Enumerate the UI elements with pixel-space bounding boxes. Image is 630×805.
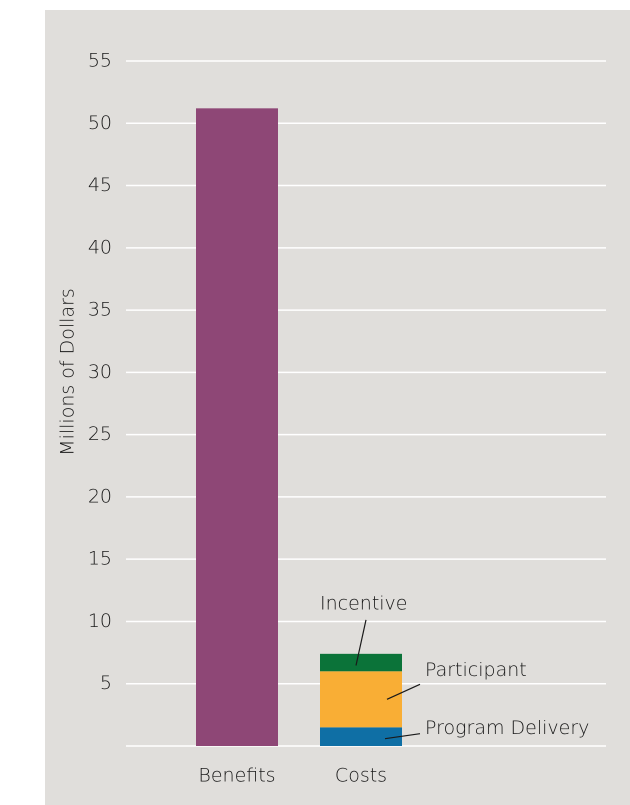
segment-label: Program Delivery: [425, 717, 589, 739]
leader-line: [386, 683, 421, 700]
y-tick-label: 15: [88, 548, 112, 570]
x-tick-label: Costs: [335, 765, 387, 787]
bar-segment: [196, 108, 278, 746]
x-tick-label: Benefits: [198, 765, 275, 787]
bar-segment: [320, 727, 402, 746]
segment-label: Incentive: [320, 592, 408, 614]
y-tick-label: 45: [88, 174, 112, 196]
bar-segment: [320, 653, 402, 672]
y-tick-label: 55: [88, 50, 112, 72]
y-tick-label: 35: [88, 299, 112, 321]
segment-label: Participant: [425, 659, 527, 681]
y-axis-label: Millions of Dollars: [57, 288, 79, 456]
y-tick-label: 30: [88, 361, 112, 383]
y-tick-label: 20: [88, 485, 112, 507]
leader-line: [355, 619, 367, 666]
y-tick-label: 40: [88, 236, 112, 258]
y-tick-label: 10: [88, 610, 112, 632]
y-tick-label: 25: [88, 423, 112, 445]
leader-line: [384, 733, 421, 740]
bar-segment: [320, 671, 402, 728]
y-tick-label: 50: [88, 112, 112, 134]
y-tick-label: 5: [100, 672, 112, 694]
